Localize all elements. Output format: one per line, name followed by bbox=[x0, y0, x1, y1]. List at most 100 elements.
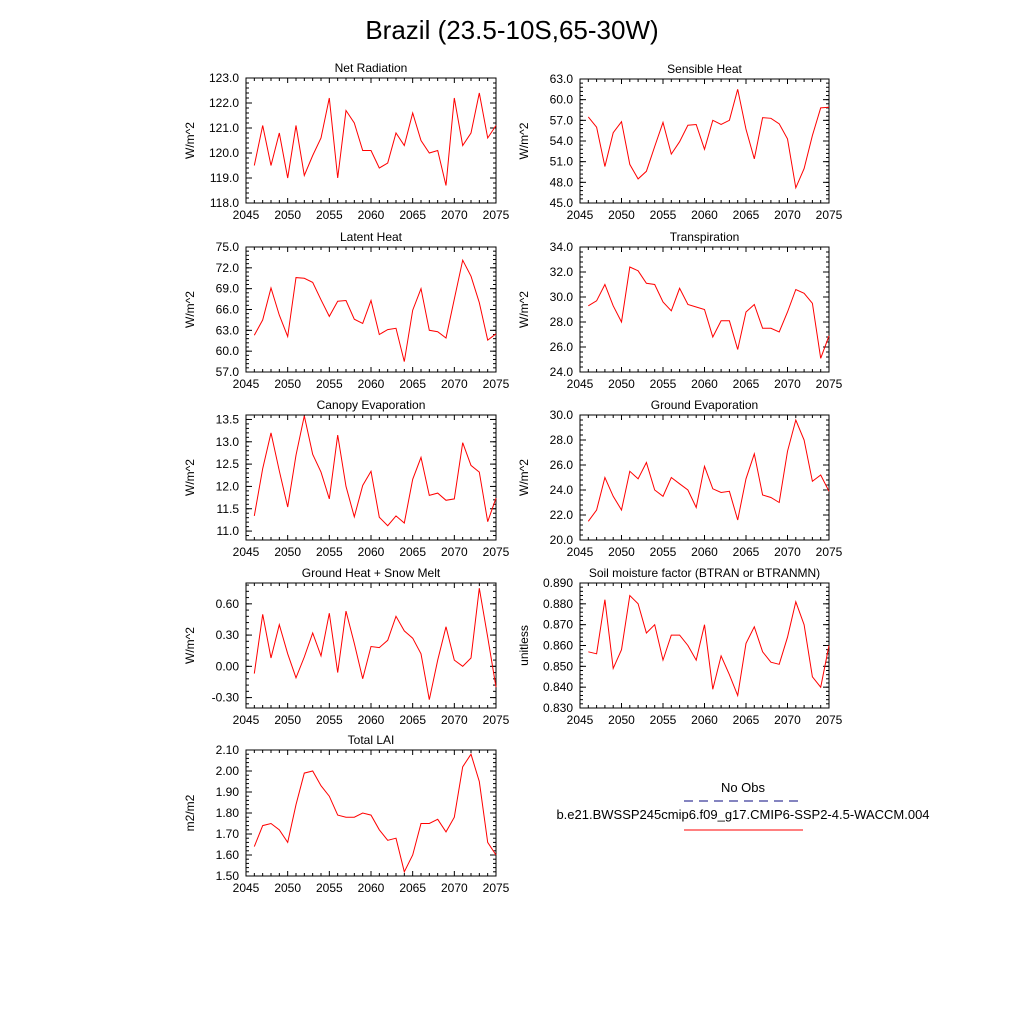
y-tick-label: 45.0 bbox=[550, 196, 574, 210]
y-tick-label: 48.0 bbox=[550, 175, 574, 189]
panel-8: Soil moisture factor (BTRAN or BTRANMN) 2… bbox=[517, 566, 843, 727]
series-line bbox=[253, 415, 497, 527]
x-tick-label: 2045 bbox=[567, 713, 594, 727]
x-tick-label: 2065 bbox=[399, 377, 426, 391]
series-line bbox=[253, 258, 497, 362]
y-tick-label: 0.30 bbox=[216, 628, 240, 642]
y-axis-label: W/m^2 bbox=[517, 122, 531, 159]
x-tick-label: 2075 bbox=[816, 545, 843, 559]
x-tick-label: 2075 bbox=[483, 881, 510, 895]
panel-7: Ground Heat + Snow Melt 2045 2050 2055 2060 2… bbox=[183, 566, 510, 727]
x-tick-label: 2065 bbox=[399, 713, 426, 727]
y-tick-label: 60.0 bbox=[550, 93, 574, 107]
y-tick-label: 1.60 bbox=[216, 848, 240, 862]
panel-title: Canopy Evaporation bbox=[317, 398, 426, 412]
x-tick-label: 2055 bbox=[650, 545, 677, 559]
y-axis-label: W/m^2 bbox=[183, 459, 197, 496]
y-axis-label: W/m^2 bbox=[517, 291, 531, 328]
x-tick-label: 2075 bbox=[816, 377, 843, 391]
y-tick-label: 0.60 bbox=[216, 597, 240, 611]
x-tick-label: 2050 bbox=[274, 545, 301, 559]
y-tick-label: 12.0 bbox=[216, 479, 240, 493]
x-tick-label: 2050 bbox=[608, 545, 635, 559]
series-line bbox=[588, 594, 830, 698]
x-tick-label: 2045 bbox=[233, 377, 260, 391]
series-line bbox=[253, 92, 497, 186]
y-tick-label: 123.0 bbox=[209, 71, 239, 85]
x-tick-label: 2070 bbox=[774, 377, 801, 391]
y-tick-label: 13.0 bbox=[216, 435, 240, 449]
x-tick-label: 2065 bbox=[733, 377, 760, 391]
x-tick-label: 2060 bbox=[358, 545, 385, 559]
y-tick-label: 54.0 bbox=[550, 134, 574, 148]
x-tick-label: 2045 bbox=[567, 377, 594, 391]
x-tick-label: 2065 bbox=[399, 881, 426, 895]
x-tick-label: 2050 bbox=[274, 208, 301, 222]
y-tick-label: 1.50 bbox=[216, 869, 240, 883]
x-tick-label: 2060 bbox=[358, 377, 385, 391]
x-tick-label: 2045 bbox=[233, 881, 260, 895]
x-tick-label: 2075 bbox=[483, 713, 510, 727]
y-tick-label: 0.850 bbox=[543, 659, 573, 673]
x-tick-label: 2050 bbox=[274, 881, 301, 895]
y-tick-label: 0.00 bbox=[216, 659, 240, 673]
panel-6: Ground Evaporation 2045 2050 2055 2060 2065 20… bbox=[517, 398, 843, 559]
y-tick-label: 2.00 bbox=[216, 764, 240, 778]
y-axis-label: W/m^2 bbox=[183, 122, 197, 159]
x-tick-label: 2055 bbox=[316, 208, 343, 222]
panel-title: Transpiration bbox=[670, 230, 740, 244]
panel-1: Net Radiation 2045 2050 2055 2060 2065 2070 207… bbox=[183, 61, 510, 222]
y-tick-label: 57.0 bbox=[550, 113, 574, 127]
x-tick-label: 2060 bbox=[691, 713, 718, 727]
y-tick-label: 11.0 bbox=[217, 524, 240, 538]
series-line bbox=[253, 588, 497, 700]
y-tick-label: 24.0 bbox=[550, 365, 574, 379]
x-tick-label: 2050 bbox=[274, 713, 301, 727]
y-tick-label: 57.0 bbox=[216, 365, 240, 379]
x-tick-label: 2060 bbox=[691, 208, 718, 222]
x-tick-label: 2055 bbox=[650, 713, 677, 727]
series-line bbox=[253, 753, 497, 874]
y-tick-label: 63.0 bbox=[216, 323, 240, 337]
y-tick-label: 1.80 bbox=[216, 806, 240, 820]
x-tick-label: 2055 bbox=[316, 713, 343, 727]
y-axis-label: m2/m2 bbox=[183, 794, 197, 831]
x-tick-label: 2070 bbox=[441, 545, 468, 559]
legend-model-label: b.e21.BWSSP245cmip6.f09_g17.CMIP6-SSP2-4… bbox=[556, 807, 929, 822]
panel-9: Total LAI 2045 2050 2055 2060 2065 2070 2075 1.5… bbox=[183, 733, 510, 895]
x-tick-label: 2060 bbox=[358, 208, 385, 222]
y-axis-label: W/m^2 bbox=[183, 291, 197, 328]
x-tick-label: 2065 bbox=[733, 208, 760, 222]
y-tick-label: 20.0 bbox=[550, 533, 574, 547]
panel-2: Sensible Heat 2045 2050 2055 2060 2065 2070 207… bbox=[517, 62, 843, 222]
x-tick-label: 2055 bbox=[316, 545, 343, 559]
x-tick-label: 2055 bbox=[316, 881, 343, 895]
y-tick-label: 60.0 bbox=[216, 344, 240, 358]
x-tick-label: 2075 bbox=[483, 208, 510, 222]
panel-title: Latent Heat bbox=[340, 230, 403, 244]
y-tick-label: -0.30 bbox=[212, 691, 240, 705]
x-tick-label: 2075 bbox=[816, 713, 843, 727]
y-tick-label: 51.0 bbox=[550, 155, 574, 169]
panel-title: Soil moisture factor (BTRAN or BTRANMN) bbox=[589, 566, 820, 580]
y-tick-label: 120.0 bbox=[209, 146, 239, 160]
y-tick-label: 0.830 bbox=[543, 701, 573, 715]
x-tick-label: 2070 bbox=[441, 881, 468, 895]
y-tick-label: 13.5 bbox=[216, 412, 240, 426]
x-tick-label: 2045 bbox=[233, 208, 260, 222]
y-tick-label: 12.5 bbox=[216, 457, 240, 471]
y-axis-label: W/m^2 bbox=[183, 627, 197, 664]
panel-title: Sensible Heat bbox=[667, 62, 742, 76]
y-tick-label: 121.0 bbox=[209, 121, 239, 135]
x-tick-label: 2045 bbox=[567, 208, 594, 222]
x-tick-label: 2060 bbox=[358, 881, 385, 895]
y-tick-label: 122.0 bbox=[209, 96, 239, 110]
y-tick-label: 0.860 bbox=[543, 639, 573, 653]
y-axis-label: W/m^2 bbox=[517, 459, 531, 496]
x-tick-label: 2050 bbox=[274, 377, 301, 391]
y-tick-label: 26.0 bbox=[550, 340, 574, 354]
y-tick-label: 22.0 bbox=[550, 508, 574, 522]
y-tick-label: 32.0 bbox=[550, 265, 574, 279]
